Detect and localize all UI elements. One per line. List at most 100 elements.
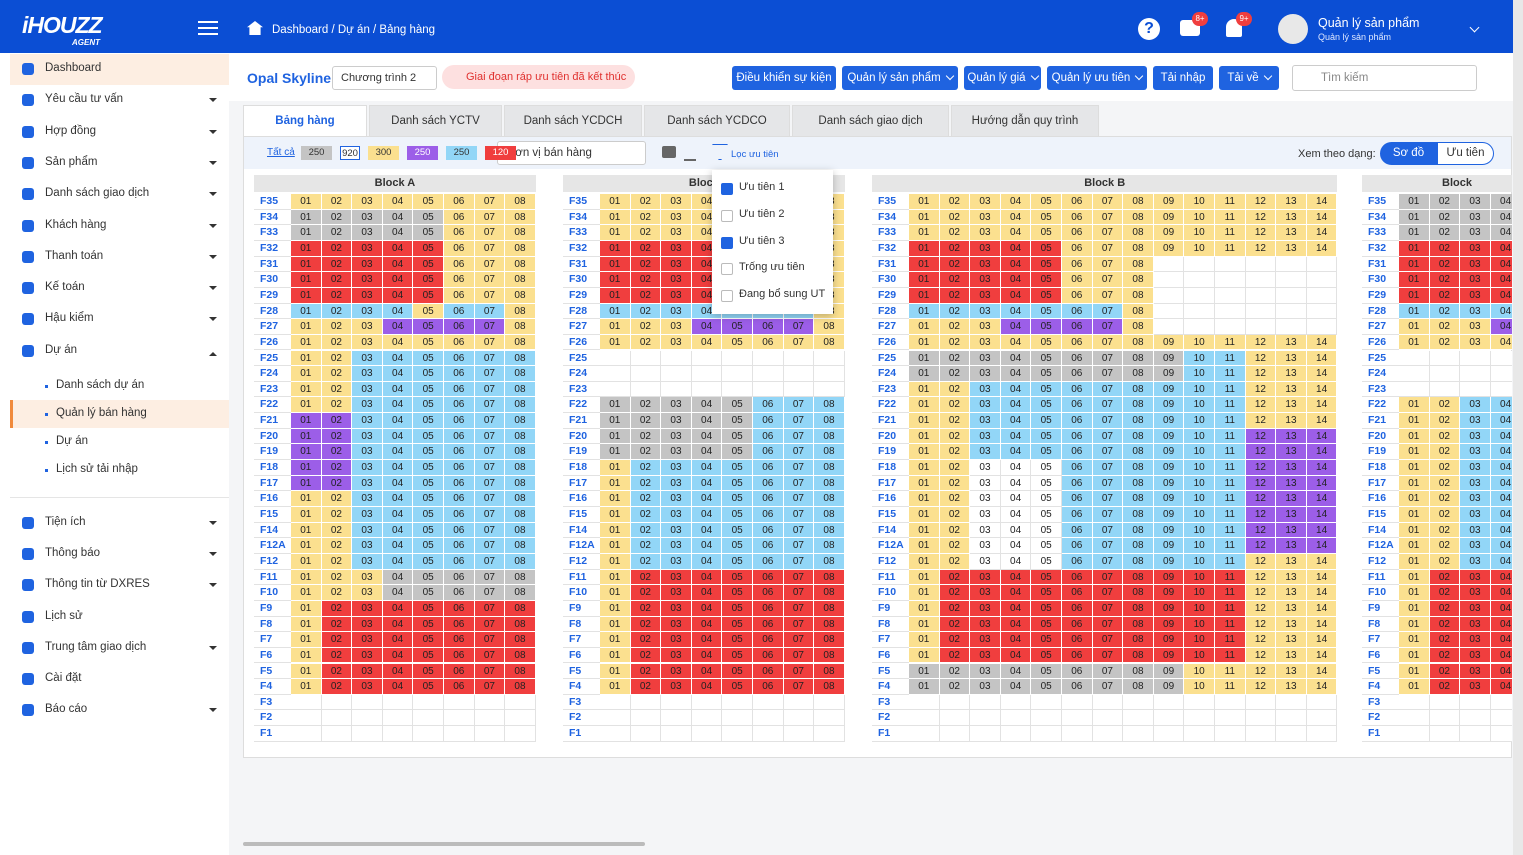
unit-cell[interactable]: 01: [291, 600, 322, 617]
unit-cell[interactable]: 02: [1429, 475, 1461, 492]
unit-cell[interactable]: 03: [970, 647, 1001, 664]
unit-cell[interactable]: 06: [753, 616, 784, 633]
unit-cell[interactable]: 06: [753, 632, 784, 648]
unit-cell[interactable]: 05: [722, 522, 753, 539]
unit-cell[interactable]: 12: [1245, 679, 1277, 695]
unit-cell[interactable]: 02: [1429, 679, 1461, 695]
unit-cell[interactable]: 01: [291, 522, 322, 539]
unit-cell[interactable]: 03: [661, 256, 692, 273]
unit-cell[interactable]: 13: [1276, 460, 1307, 476]
menu-item[interactable]: Trung tâm giao dịch: [45, 640, 147, 653]
unit-cell[interactable]: 04: [1490, 397, 1512, 414]
unit-cell[interactable]: 04: [382, 397, 414, 414]
unit-cell[interactable]: 06: [444, 444, 475, 461]
unit-cell[interactable]: 04: [691, 647, 723, 664]
unit-cell[interactable]: 03: [970, 303, 1001, 320]
tab[interactable]: Danh sách YCDCH: [504, 105, 642, 136]
unit-cell[interactable]: 13: [1276, 225, 1307, 241]
unit-cell[interactable]: 03: [661, 272, 692, 288]
unit-cell[interactable]: 02: [630, 475, 662, 492]
unit-cell[interactable]: 03: [1460, 428, 1491, 445]
unit-cell[interactable]: 12: [1245, 522, 1277, 539]
unit-cell[interactable]: 06: [444, 225, 475, 241]
unit-cell[interactable]: 13: [1276, 616, 1307, 633]
unit-cell[interactable]: 05: [1031, 600, 1062, 617]
unit-select[interactable]: Đơn vị bán hàng: [497, 141, 646, 165]
unit-cell[interactable]: 01: [291, 366, 322, 382]
unit-cell[interactable]: 09: [1153, 240, 1185, 257]
unit-cell[interactable]: 08: [505, 413, 536, 429]
unit-cell[interactable]: 12: [1245, 240, 1277, 257]
unit-cell[interactable]: 08: [814, 600, 845, 617]
unit-cell[interactable]: 01: [600, 413, 631, 429]
unit-cell[interactable]: 10: [1184, 225, 1215, 241]
unit-cell[interactable]: 06: [1062, 647, 1093, 664]
unit-cell[interactable]: 02: [321, 366, 353, 382]
unit-cell[interactable]: 10: [1184, 428, 1215, 445]
unit-cell[interactable]: 04: [1000, 334, 1032, 351]
unit-cell[interactable]: 14: [1306, 663, 1338, 680]
unit-cell[interactable]: 14: [1306, 381, 1338, 398]
unit-cell[interactable]: 14: [1306, 632, 1338, 648]
unit-cell[interactable]: 08: [1123, 632, 1154, 648]
unit-cell[interactable]: 08: [505, 350, 536, 367]
unit-cell[interactable]: 06: [444, 209, 475, 226]
unit-cell[interactable]: 11: [1215, 616, 1246, 633]
unit-cell[interactable]: 10: [1184, 475, 1215, 492]
unit-cell[interactable]: 08: [505, 225, 536, 241]
unit-cell[interactable]: 08: [505, 303, 536, 320]
unit-cell[interactable]: 05: [413, 569, 444, 586]
unit-cell[interactable]: 11: [1215, 569, 1246, 586]
unit-cell[interactable]: 03: [352, 319, 383, 335]
unit-cell[interactable]: 01: [600, 475, 631, 492]
unit-cell[interactable]: 13: [1276, 475, 1307, 492]
unit-cell[interactable]: 02: [939, 491, 971, 507]
unit-cell[interactable]: 07: [474, 287, 506, 304]
unit-cell[interactable]: 07: [1092, 600, 1124, 617]
unit-cell[interactable]: 01: [600, 632, 631, 648]
unit-cell[interactable]: 03: [1460, 522, 1491, 539]
unit-cell[interactable]: 02: [630, 272, 662, 288]
unit-cell[interactable]: 07: [1092, 209, 1124, 226]
unit-cell[interactable]: 04: [1490, 475, 1512, 492]
unit-cell[interactable]: 02: [1429, 585, 1461, 601]
unit-cell[interactable]: 04: [1490, 663, 1512, 680]
unit-cell[interactable]: 07: [1092, 616, 1124, 633]
unit-cell[interactable]: 01: [909, 225, 940, 241]
unit-cell[interactable]: 09: [1153, 397, 1185, 414]
menu-item[interactable]: Dự án: [45, 343, 77, 356]
unit-cell[interactable]: 07: [1092, 413, 1124, 429]
unit-cell[interactable]: 07: [474, 397, 506, 414]
unit-cell[interactable]: 03: [1460, 225, 1491, 241]
unit-cell[interactable]: 05: [1031, 632, 1062, 648]
unit-cell[interactable]: 05: [722, 428, 753, 445]
unit-cell[interactable]: 05: [413, 334, 444, 351]
unit-cell[interactable]: 05: [722, 600, 753, 617]
unit-cell[interactable]: 01: [291, 647, 322, 664]
unit-cell[interactable]: 03: [1460, 632, 1491, 648]
unit-cell[interactable]: 01: [291, 460, 322, 476]
unit-cell[interactable]: 09: [1153, 616, 1185, 633]
menu-toggle[interactable]: [198, 21, 218, 35]
unit-cell[interactable]: 06: [1062, 303, 1093, 320]
unit-cell[interactable]: 06: [753, 538, 784, 554]
unit-cell[interactable]: 02: [1429, 225, 1461, 241]
unit-cell[interactable]: 07: [783, 616, 815, 633]
unit-cell[interactable]: 01: [1399, 194, 1430, 210]
unit-cell[interactable]: 07: [783, 585, 815, 601]
unit-cell[interactable]: 02: [939, 475, 971, 492]
menu-option[interactable]: Trống ưu tiên: [739, 261, 805, 274]
unit-cell[interactable]: 03: [970, 381, 1001, 398]
unit-cell[interactable]: 02: [321, 538, 353, 554]
unit-cell[interactable]: 12: [1245, 475, 1277, 492]
unit-cell[interactable]: 03: [970, 491, 1001, 507]
unit-cell[interactable]: 11: [1215, 460, 1246, 476]
unit-cell[interactable]: 02: [1429, 256, 1461, 273]
unit-cell[interactable]: 07: [474, 460, 506, 476]
unit-cell[interactable]: 01: [909, 444, 940, 461]
unit-cell[interactable]: 04: [1490, 225, 1512, 241]
unit-cell[interactable]: 07: [474, 647, 506, 664]
unit-cell[interactable]: 01: [1399, 240, 1430, 257]
unit-cell[interactable]: 01: [909, 569, 940, 586]
unit-cell[interactable]: 13: [1276, 585, 1307, 601]
